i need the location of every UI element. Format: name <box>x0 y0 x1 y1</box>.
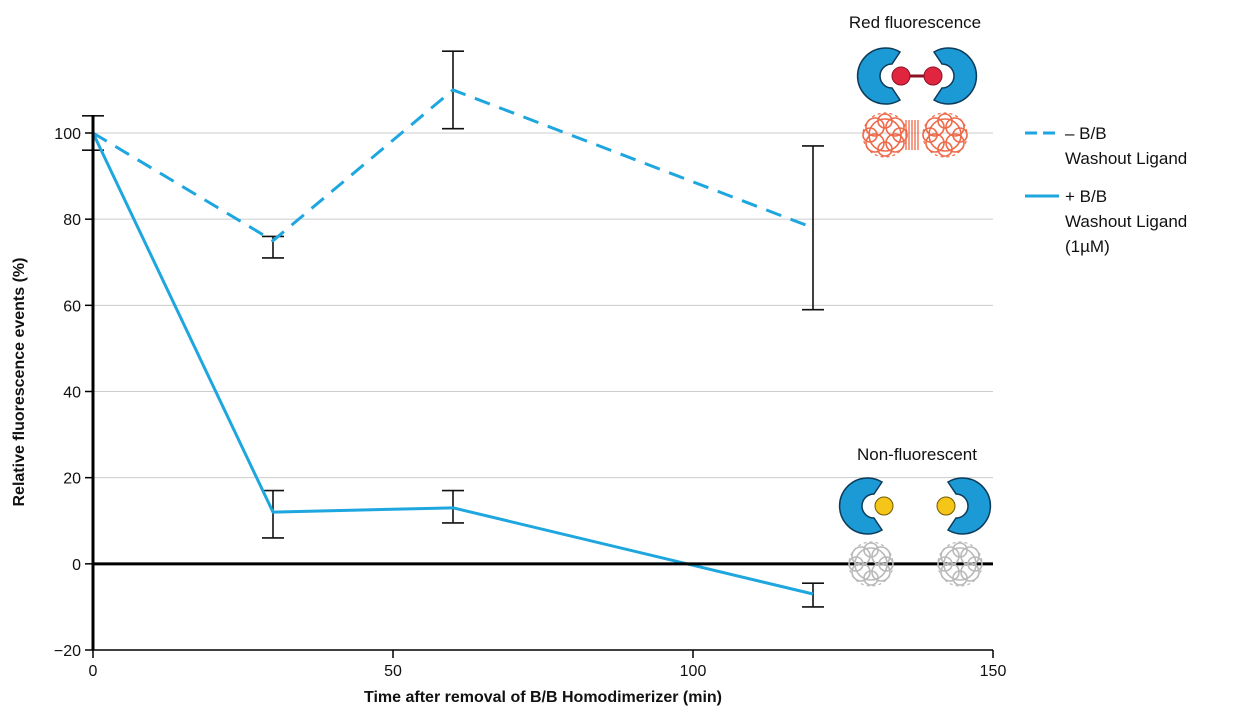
chromophore-loop <box>952 570 968 586</box>
legend-label: Washout Ligand <box>1065 149 1187 168</box>
y-tick-label: −20 <box>54 643 81 660</box>
chromophore-loop <box>943 547 977 581</box>
protein-right <box>946 477 992 535</box>
fluorescent-protein-left <box>862 112 908 158</box>
chromophore-loop <box>877 113 893 129</box>
nonfluorescent-protein-right <box>937 541 983 587</box>
chromophore-loop <box>937 141 953 157</box>
nonfluorescent-protein-left <box>848 541 894 587</box>
y-tick-label: 100 <box>54 126 81 143</box>
chromophore-loop <box>848 541 894 587</box>
y-tick-label: 60 <box>63 298 81 315</box>
protein-monomer-ligand-icon <box>838 477 992 587</box>
dimerizer-dot <box>923 66 943 86</box>
chromophore-loop <box>851 546 871 566</box>
annotation-non-fluorescent: Non-fluorescent <box>857 445 977 464</box>
chromophore-loop <box>863 570 879 586</box>
chromophore-loop <box>960 546 980 566</box>
y-tick-label: 40 <box>63 385 81 402</box>
chromophore-loop <box>922 112 968 158</box>
chromophore-loop <box>885 133 905 153</box>
axis-titles: Time after removal of B/B Homodimerizer … <box>11 258 722 707</box>
protein-shape <box>856 47 902 105</box>
chromophore-loop <box>952 542 968 558</box>
chromophore-loop <box>854 547 888 581</box>
chromophore-loop <box>885 117 905 137</box>
chromophore-loop <box>937 113 953 129</box>
protein-dimer-red-icon <box>856 47 978 158</box>
chromophore-loop <box>862 112 908 158</box>
series-lines <box>91 88 814 596</box>
ligand-dot <box>936 496 956 516</box>
annotation-red-fluorescence: Red fluorescence <box>849 13 981 32</box>
chromophore-loop <box>937 541 983 587</box>
chromophore-loop <box>940 546 960 566</box>
chromophore-loop <box>865 133 885 153</box>
error-bars <box>82 50 824 608</box>
protein-left <box>856 47 902 105</box>
chromophore-loop <box>940 562 960 582</box>
y-axis-title: Relative fluorescence events (%) <box>11 258 28 507</box>
x-tick-label: 0 <box>89 663 98 680</box>
annotations: Red fluorescence Non-fluorescent <box>838 13 992 587</box>
legend-label: Washout Ligand <box>1065 212 1187 231</box>
tick-labels: −20 0 20 40 60 80 100 0 50 100 150 <box>54 126 1007 680</box>
legend-label: – B/B <box>1065 124 1107 143</box>
ligand-dot <box>874 496 894 516</box>
fluorescent-protein-right <box>922 112 968 158</box>
chromophore-loop <box>871 546 891 566</box>
chromophore-loop <box>960 562 980 582</box>
chromophore-loop <box>877 141 893 157</box>
protein-shape <box>932 47 978 105</box>
chromophore-loop <box>871 562 891 582</box>
chromophore-loop <box>868 118 902 152</box>
x-tick-label: 150 <box>980 663 1007 680</box>
chromophore-loop <box>865 117 885 137</box>
chromophore-loop <box>863 542 879 558</box>
series-line-plus-bb <box>91 132 814 596</box>
legend-label: (1µM) <box>1065 237 1110 256</box>
chromophore-loop <box>925 133 945 153</box>
x-tick-label: 100 <box>680 663 707 680</box>
y-tick-label: 80 <box>63 212 81 229</box>
x-axis-title: Time after removal of B/B Homodimerizer … <box>364 689 722 706</box>
y-tick-label: 0 <box>72 557 81 574</box>
protein-shape <box>946 477 992 535</box>
legend-label: + B/B <box>1065 187 1107 206</box>
gridlines <box>93 132 993 479</box>
chromophore-loop <box>851 562 871 582</box>
protein-right <box>932 47 978 105</box>
legend: – B/B Washout Ligand + B/B Washout Ligand (1… <box>1025 124 1187 256</box>
chromophore-loop <box>928 118 962 152</box>
series-line-minus-bb <box>92 88 814 243</box>
chromophore-loop <box>925 117 945 137</box>
x-tick-label: 50 <box>384 663 402 680</box>
chromophore-loop <box>945 133 965 153</box>
protein-shape <box>838 477 884 535</box>
protein-left <box>838 477 884 535</box>
dimerizer-dot <box>891 66 911 86</box>
chromophore-loop <box>945 117 965 137</box>
axes <box>85 115 994 658</box>
y-tick-label: 20 <box>63 471 81 488</box>
